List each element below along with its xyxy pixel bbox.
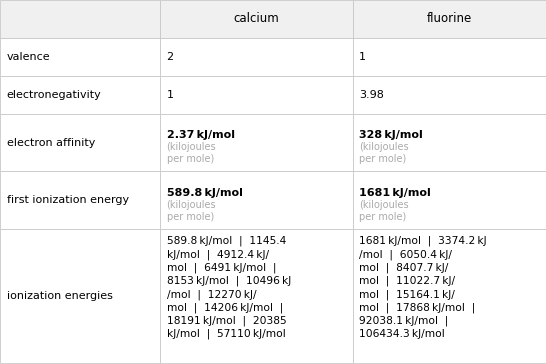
- Text: 3.98: 3.98: [359, 90, 384, 100]
- Text: first ionization energy: first ionization energy: [7, 195, 129, 205]
- Text: 589.8 kJ/mol: 589.8 kJ/mol: [167, 188, 242, 198]
- Text: (kilojoules
per mole): (kilojoules per mole): [167, 200, 216, 222]
- Text: 589.8 kJ/mol  |  1145.4
kJ/mol  |  4912.4 kJ/
mol  |  6491 kJ/mol  |
8153 kJ/mol: 589.8 kJ/mol | 1145.4 kJ/mol | 4912.4 kJ…: [167, 236, 291, 340]
- Bar: [353, 76, 546, 114]
- Text: electronegativity: electronegativity: [7, 90, 102, 100]
- Bar: [160, 229, 353, 363]
- Bar: [0, 76, 160, 114]
- Bar: [160, 76, 353, 114]
- Bar: [0, 114, 160, 171]
- Text: (kilojoules
per mole): (kilojoules per mole): [359, 200, 409, 222]
- Text: (kilojoules
per mole): (kilojoules per mole): [359, 142, 409, 164]
- Bar: [160, 0, 353, 38]
- Text: 2.37 kJ/mol: 2.37 kJ/mol: [167, 130, 235, 140]
- Bar: [160, 114, 353, 171]
- Bar: [0, 38, 160, 76]
- Text: 1: 1: [359, 52, 366, 62]
- Bar: [353, 114, 546, 171]
- Text: electron affinity: electron affinity: [7, 138, 95, 147]
- Text: valence: valence: [7, 52, 50, 62]
- Text: 1681 kJ/mol: 1681 kJ/mol: [359, 188, 431, 198]
- Bar: [160, 38, 353, 76]
- Text: 1681 kJ/mol  |  3374.2 kJ
/mol  |  6050.4 kJ/
mol  |  8407.7 kJ/
mol  |  11022.7: 1681 kJ/mol | 3374.2 kJ /mol | 6050.4 kJ…: [359, 236, 487, 339]
- Bar: [0, 0, 160, 38]
- Bar: [353, 38, 546, 76]
- Bar: [353, 0, 546, 38]
- Bar: [353, 171, 546, 229]
- Bar: [353, 229, 546, 363]
- Text: (kilojoules
per mole): (kilojoules per mole): [167, 142, 216, 164]
- Bar: [160, 171, 353, 229]
- Bar: [0, 171, 160, 229]
- Text: 328 kJ/mol: 328 kJ/mol: [359, 130, 423, 140]
- Text: calcium: calcium: [234, 12, 279, 25]
- Text: 1: 1: [167, 90, 174, 100]
- Text: fluorine: fluorine: [427, 12, 472, 25]
- Text: ionization energies: ionization energies: [7, 291, 112, 301]
- Bar: [0, 229, 160, 363]
- Text: 2: 2: [167, 52, 174, 62]
